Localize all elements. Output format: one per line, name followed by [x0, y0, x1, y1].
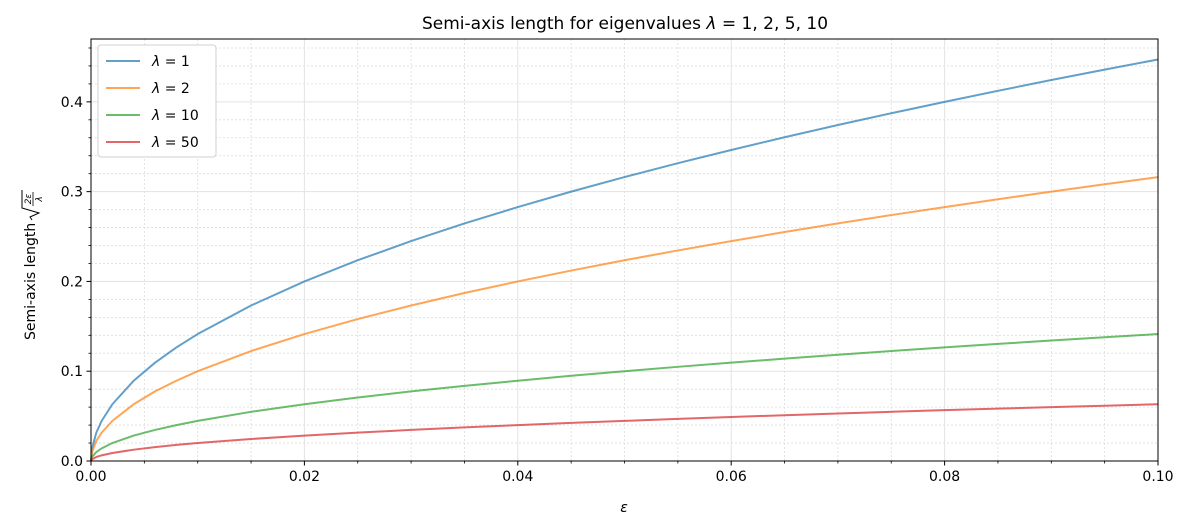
x-tick-label: 0.02 [289, 469, 320, 485]
title-prefix: Semi-axis length for eigenvalues [422, 14, 706, 34]
legend-label-4: λ = 50 [151, 135, 199, 151]
series-line-4 [90, 403, 1159, 462]
x-tick-label: 0.06 [716, 469, 747, 485]
series-line-2 [90, 176, 1159, 462]
legend-value: = 1 [160, 54, 190, 70]
sqrt-denominator: λ [35, 196, 45, 202]
y-tick-label: 0.2 [61, 274, 83, 290]
y-axis-title-text: Semi-axis length [23, 223, 39, 340]
series-line-1 [90, 58, 1159, 462]
title-symbol: λ [705, 14, 716, 34]
chart-title: Semi-axis length for eigenvalues λ = 1, … [422, 14, 828, 34]
x-tick-label: 0.04 [502, 469, 533, 485]
y-tick-label: 0.1 [61, 364, 83, 380]
legend: λ = 1λ = 2λ = 10λ = 50 [97, 44, 217, 158]
y-tick-label: 0.3 [61, 185, 83, 201]
legend-symbol: λ [151, 108, 160, 124]
y-tick-label: 0.4 [61, 95, 83, 111]
legend-label-1: λ = 1 [151, 54, 190, 70]
legend-symbol: λ [151, 135, 160, 151]
x-tick-label: 0.00 [75, 469, 106, 485]
x-axis: 0.00 0.02 0.04 0.06 0.08 0.10 [75, 461, 1174, 485]
series-layer [90, 58, 1159, 462]
series-line-3 [90, 333, 1159, 462]
y-axis: 0.0 0.1 0.2 0.3 0.4 [61, 47, 91, 470]
legend-symbol: λ [151, 81, 160, 97]
y-axis-title: Semi-axis length 2ε λ [21, 190, 45, 340]
legend-value: = 10 [160, 108, 198, 124]
x-tick-label: 0.08 [929, 469, 960, 485]
x-tick-label: 0.10 [1142, 469, 1173, 485]
x-axis-title: ε [620, 500, 628, 516]
legend-label-3: λ = 10 [151, 108, 199, 124]
legend-symbol: λ [151, 54, 160, 70]
minor-grid [91, 39, 1158, 461]
legend-value: = 50 [160, 135, 198, 151]
legend-value: = 2 [160, 81, 190, 97]
sqrt-numerator: 2ε [24, 194, 34, 205]
y-tick-label: 0.0 [61, 454, 83, 470]
legend-box [97, 44, 217, 158]
title-suffix: = 1, 2, 5, 10 [716, 14, 828, 34]
legend-label-2: λ = 2 [151, 81, 190, 97]
sqrt-radical [21, 190, 41, 221]
